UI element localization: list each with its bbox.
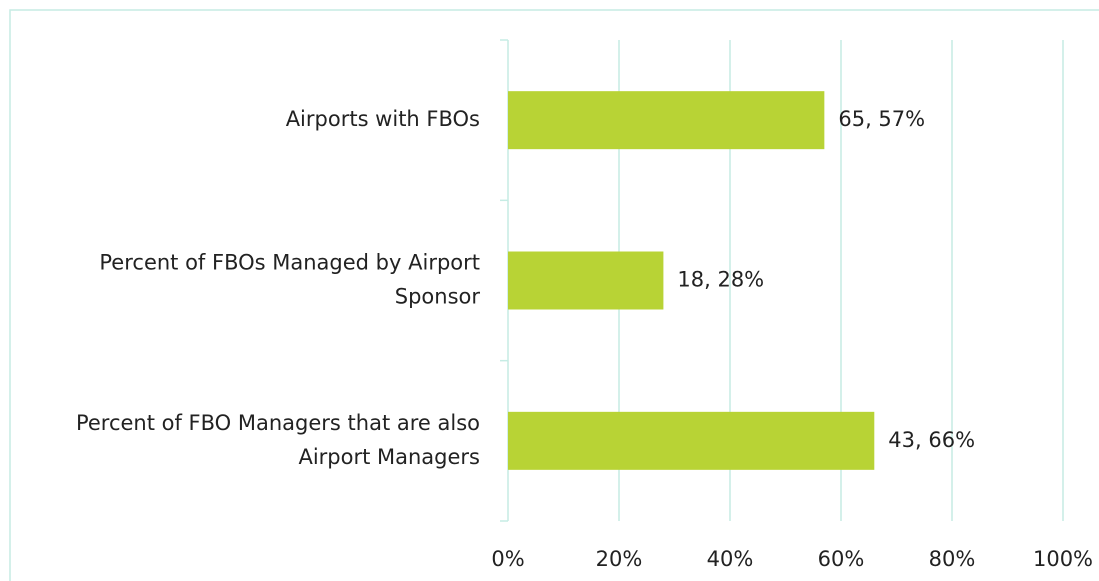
x-tick-label: 100% (1033, 547, 1093, 571)
y-tick-label: Percent of FBOs Managed by Airport Sponso… (99, 251, 480, 309)
bar (508, 251, 664, 310)
data-label: 18, 28% (677, 268, 764, 292)
data-label: 43, 66% (888, 428, 975, 452)
bar (508, 91, 825, 150)
x-tick-label: 60% (818, 547, 865, 571)
y-tick-label: Percent of FBO Managers that are also Air… (76, 411, 480, 469)
bar (508, 411, 875, 470)
x-tick-label: 40% (707, 547, 754, 571)
x-tick-label: 0% (491, 547, 524, 571)
y-tick-label: Airports with FBOs (286, 107, 480, 131)
x-tick-label: 80% (929, 547, 976, 571)
data-label: 65, 57% (838, 107, 925, 131)
x-tick-label: 20% (596, 547, 643, 571)
chart-frame (9, 9, 1099, 581)
